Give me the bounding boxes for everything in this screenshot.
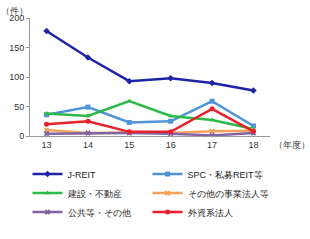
svg-text:（年度）: （年度） xyxy=(274,140,310,150)
svg-text:15: 15 xyxy=(124,140,134,150)
svg-text:13: 13 xyxy=(42,140,52,150)
svg-text:14: 14 xyxy=(83,140,93,150)
svg-text:200: 200 xyxy=(9,13,24,23)
svg-text:その他の事業法人等: その他の事業法人等 xyxy=(188,189,269,199)
svg-text:50: 50 xyxy=(14,102,24,112)
svg-text:公共等・その他: 公共等・その他 xyxy=(68,208,131,218)
svg-text:J-REIT: J-REIT xyxy=(68,170,97,180)
svg-text:17: 17 xyxy=(207,140,217,150)
svg-text:外資系法人: 外資系法人 xyxy=(188,208,233,218)
svg-text:18: 18 xyxy=(248,140,258,150)
svg-text:建設・不動産: 建設・不動産 xyxy=(67,189,122,199)
svg-text:100: 100 xyxy=(9,72,24,82)
svg-text:（件）: （件） xyxy=(1,6,28,16)
svg-text:16: 16 xyxy=(166,140,176,150)
svg-text:SPC・私募REIT等: SPC・私募REIT等 xyxy=(188,170,263,180)
svg-text:0: 0 xyxy=(19,131,24,141)
svg-text:150: 150 xyxy=(9,43,24,53)
